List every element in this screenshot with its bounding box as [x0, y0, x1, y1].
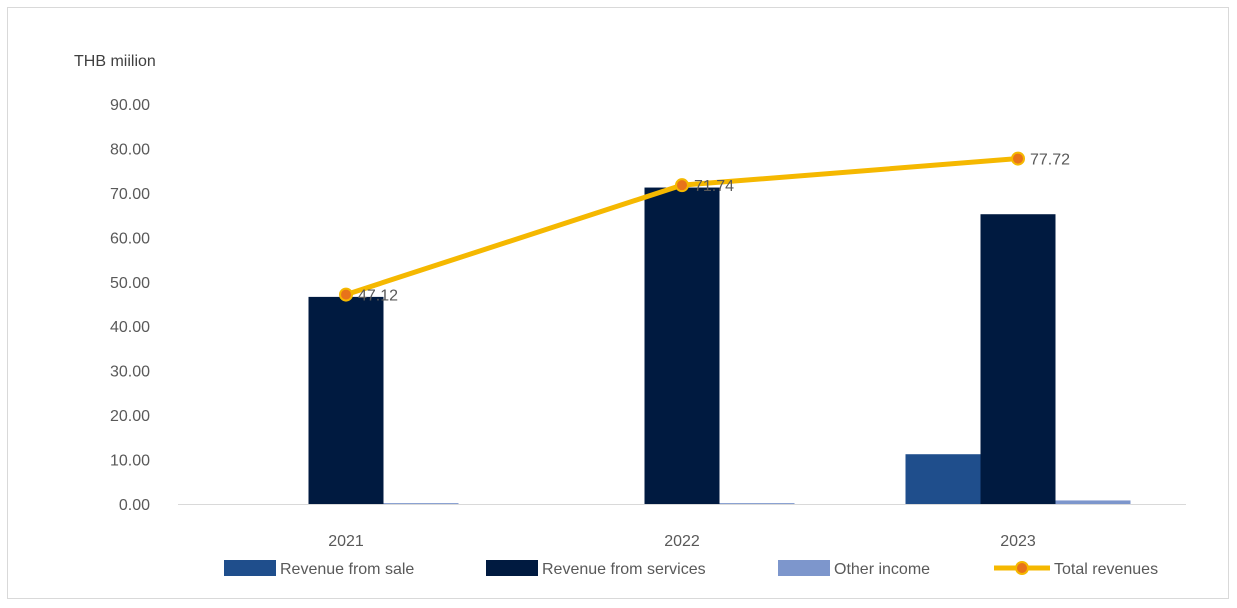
bar: [905, 454, 981, 504]
legend-label: Other income: [834, 561, 930, 578]
data-label: 77.72: [1030, 152, 1070, 169]
legend-swatch-marker: [1015, 561, 1029, 575]
bar: [719, 503, 795, 504]
y-tick-label: 90.00: [110, 97, 150, 114]
y-tick-label: 10.00: [110, 453, 150, 470]
bars: [308, 187, 1131, 505]
y-axis-ticks: 0.00 10.00 20.00 30.00 40.00 50.00 60.00 70.00 8…: [110, 97, 150, 514]
line-point: [675, 178, 689, 193]
x-tick-label: 2023: [1000, 533, 1036, 550]
legend-swatch: [224, 560, 276, 576]
y-tick-label: 0.00: [119, 497, 150, 514]
y-tick-label: 40.00: [110, 319, 150, 336]
y-axis-unit-label: THB miilion: [74, 53, 156, 70]
x-axis-ticks: 2021 2022 2023: [328, 533, 1036, 550]
total-revenues-line: 47.12 71.74 77.72: [339, 151, 1070, 305]
bar: [383, 503, 459, 504]
data-label: 71.74: [694, 178, 734, 195]
y-tick-label: 70.00: [110, 186, 150, 203]
legend-label: Total revenues: [1054, 561, 1158, 578]
legend-label: Revenue from services: [542, 561, 706, 578]
y-tick-label: 50.00: [110, 275, 150, 292]
line-point: [339, 287, 353, 302]
y-tick-label: 30.00: [110, 364, 150, 381]
bar: [1055, 500, 1131, 504]
line-point: [1011, 151, 1025, 166]
legend-swatch: [486, 560, 538, 576]
data-label: 47.12: [358, 288, 398, 305]
bar: [644, 187, 720, 505]
y-tick-label: 80.00: [110, 141, 150, 158]
legend: Revenue from sale Revenue from services Ot…: [224, 560, 1158, 578]
legend-swatch: [778, 560, 830, 576]
bar: [980, 214, 1056, 504]
legend-label: Revenue from sale: [280, 561, 414, 578]
x-tick-label: 2022: [664, 533, 700, 550]
y-tick-label: 20.00: [110, 408, 150, 425]
bar: [308, 296, 384, 504]
x-tick-label: 2021: [328, 533, 364, 550]
y-tick-label: 60.00: [110, 230, 150, 247]
